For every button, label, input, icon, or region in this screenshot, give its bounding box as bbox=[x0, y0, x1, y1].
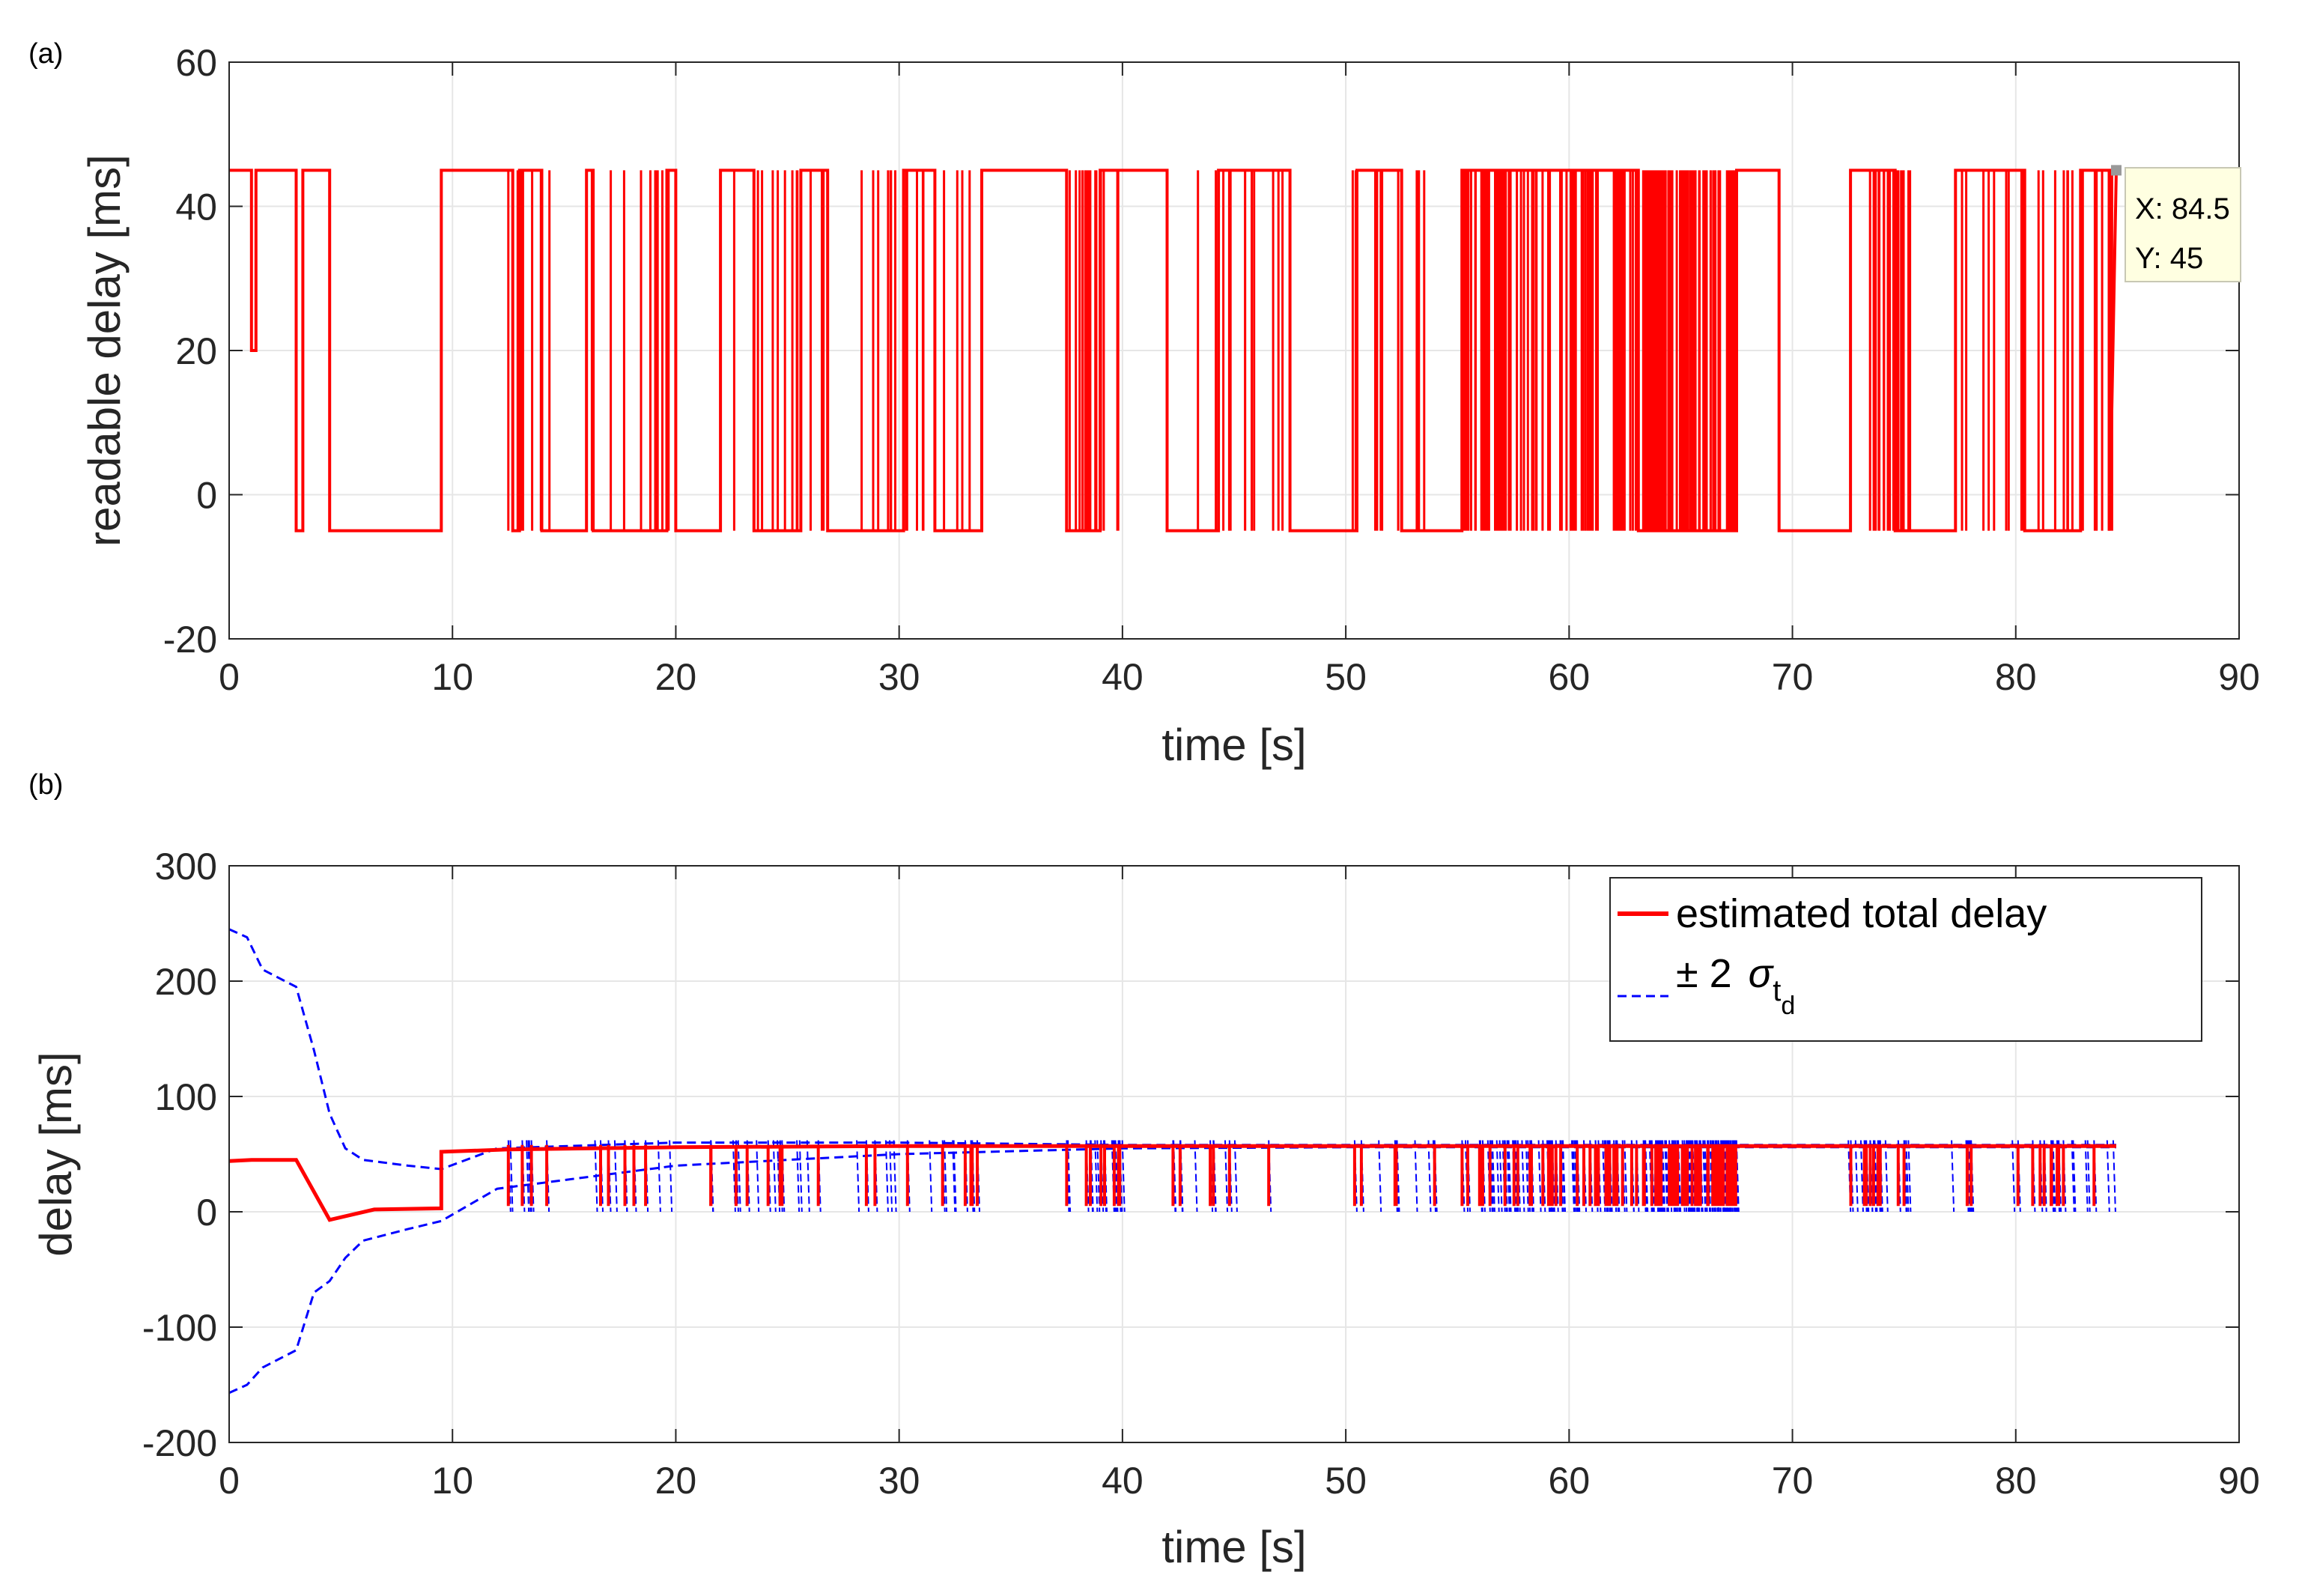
x-tick-label: 50 bbox=[1325, 1460, 1367, 1502]
datatip-marker[interactable] bbox=[2110, 165, 2122, 176]
pm-two-glyph: ± 2 bbox=[1676, 951, 1732, 996]
legend-label-estimated: estimated total delay bbox=[1676, 891, 2047, 936]
y-tick-label: 40 bbox=[175, 186, 217, 228]
x-tick-label: 30 bbox=[878, 656, 920, 698]
panel-b: (b) 0 10 20 30 40 50 60 70 80 90 300 200 100 0 -100 -20… bbox=[28, 769, 2260, 1572]
series-b bbox=[228, 928, 2116, 1395]
series-line-estimated-total-delay bbox=[228, 1144, 2116, 1222]
x-tick-label: 40 bbox=[1102, 1460, 1144, 1502]
sigma-glyph: σ bbox=[1749, 951, 1775, 996]
x-axis-label-a: time [s] bbox=[1161, 720, 1306, 770]
y-tick-label: -200 bbox=[142, 1422, 217, 1464]
x-tick-label: 30 bbox=[878, 1460, 920, 1502]
x-tick-label: 70 bbox=[1772, 1460, 1814, 1502]
x-tick-label: 70 bbox=[1772, 656, 1814, 698]
sigma-sub-d: d bbox=[1781, 992, 1795, 1020]
x-tick-label: 20 bbox=[655, 1460, 697, 1502]
x-tick-label: 90 bbox=[2218, 656, 2260, 698]
estimate-switching-texture bbox=[506, 1144, 2096, 1207]
x-tick-label: 10 bbox=[431, 1460, 473, 1502]
y-tick-label: 200 bbox=[155, 961, 217, 1003]
series-line-readable-delay bbox=[229, 169, 2118, 532]
series-switching-texture bbox=[507, 170, 2113, 531]
y-tick-label: 0 bbox=[196, 475, 217, 517]
x-tick-label: 80 bbox=[1995, 1460, 2037, 1502]
x-tick-label: 0 bbox=[219, 656, 240, 698]
x-tick-label: 60 bbox=[1549, 656, 1591, 698]
ticks-b: 0 10 20 30 40 50 60 70 80 90 300 200 100 0 -100 -200 bbox=[142, 846, 2260, 1502]
panel-a-label: (a) bbox=[28, 38, 63, 70]
x-tick-label: 60 bbox=[1549, 1460, 1591, 1502]
legend-label-sigma: ± 2 σtd bbox=[1676, 951, 1795, 1020]
y-tick-label: -100 bbox=[142, 1307, 217, 1349]
plot-b-frame bbox=[228, 865, 2240, 1443]
y-tick-label: 20 bbox=[175, 330, 217, 372]
datatip-x: X: 84.5 bbox=[2135, 192, 2230, 225]
x-tick-label: 50 bbox=[1325, 656, 1367, 698]
sigma-sub-t: t bbox=[1773, 974, 1781, 1007]
panel-b-label: (b) bbox=[28, 769, 63, 801]
y-tick-label: 100 bbox=[155, 1076, 217, 1118]
y-tick-label: 60 bbox=[175, 42, 217, 84]
y-axis-label-b: delay [ms] bbox=[31, 1052, 81, 1256]
x-tick-label: 20 bbox=[655, 656, 697, 698]
y-tick-label: -20 bbox=[163, 619, 217, 661]
y-tick-label: 0 bbox=[196, 1192, 217, 1234]
y-axis-label-a: readable delay [ms] bbox=[79, 154, 130, 547]
x-tick-label: 90 bbox=[2218, 1460, 2260, 1502]
x-tick-label: 40 bbox=[1102, 656, 1144, 698]
x-tick-label: 80 bbox=[1995, 656, 2037, 698]
datatip-box bbox=[2125, 167, 2241, 282]
legend-box bbox=[1609, 877, 2202, 1042]
datatip-y: Y: 45 bbox=[2135, 242, 2203, 275]
datatip[interactable]: X: 84.5 Y: 45 bbox=[2110, 165, 2241, 282]
y-tick-label: 300 bbox=[155, 846, 217, 887]
x-tick-label: 0 bbox=[219, 1460, 240, 1502]
series-a bbox=[229, 169, 2118, 532]
x-axis-label-b: time [s] bbox=[1161, 1522, 1306, 1572]
x-tick-label: 10 bbox=[431, 656, 473, 698]
legend[interactable]: estimated total delay ± 2 σtd bbox=[1609, 877, 2202, 1042]
